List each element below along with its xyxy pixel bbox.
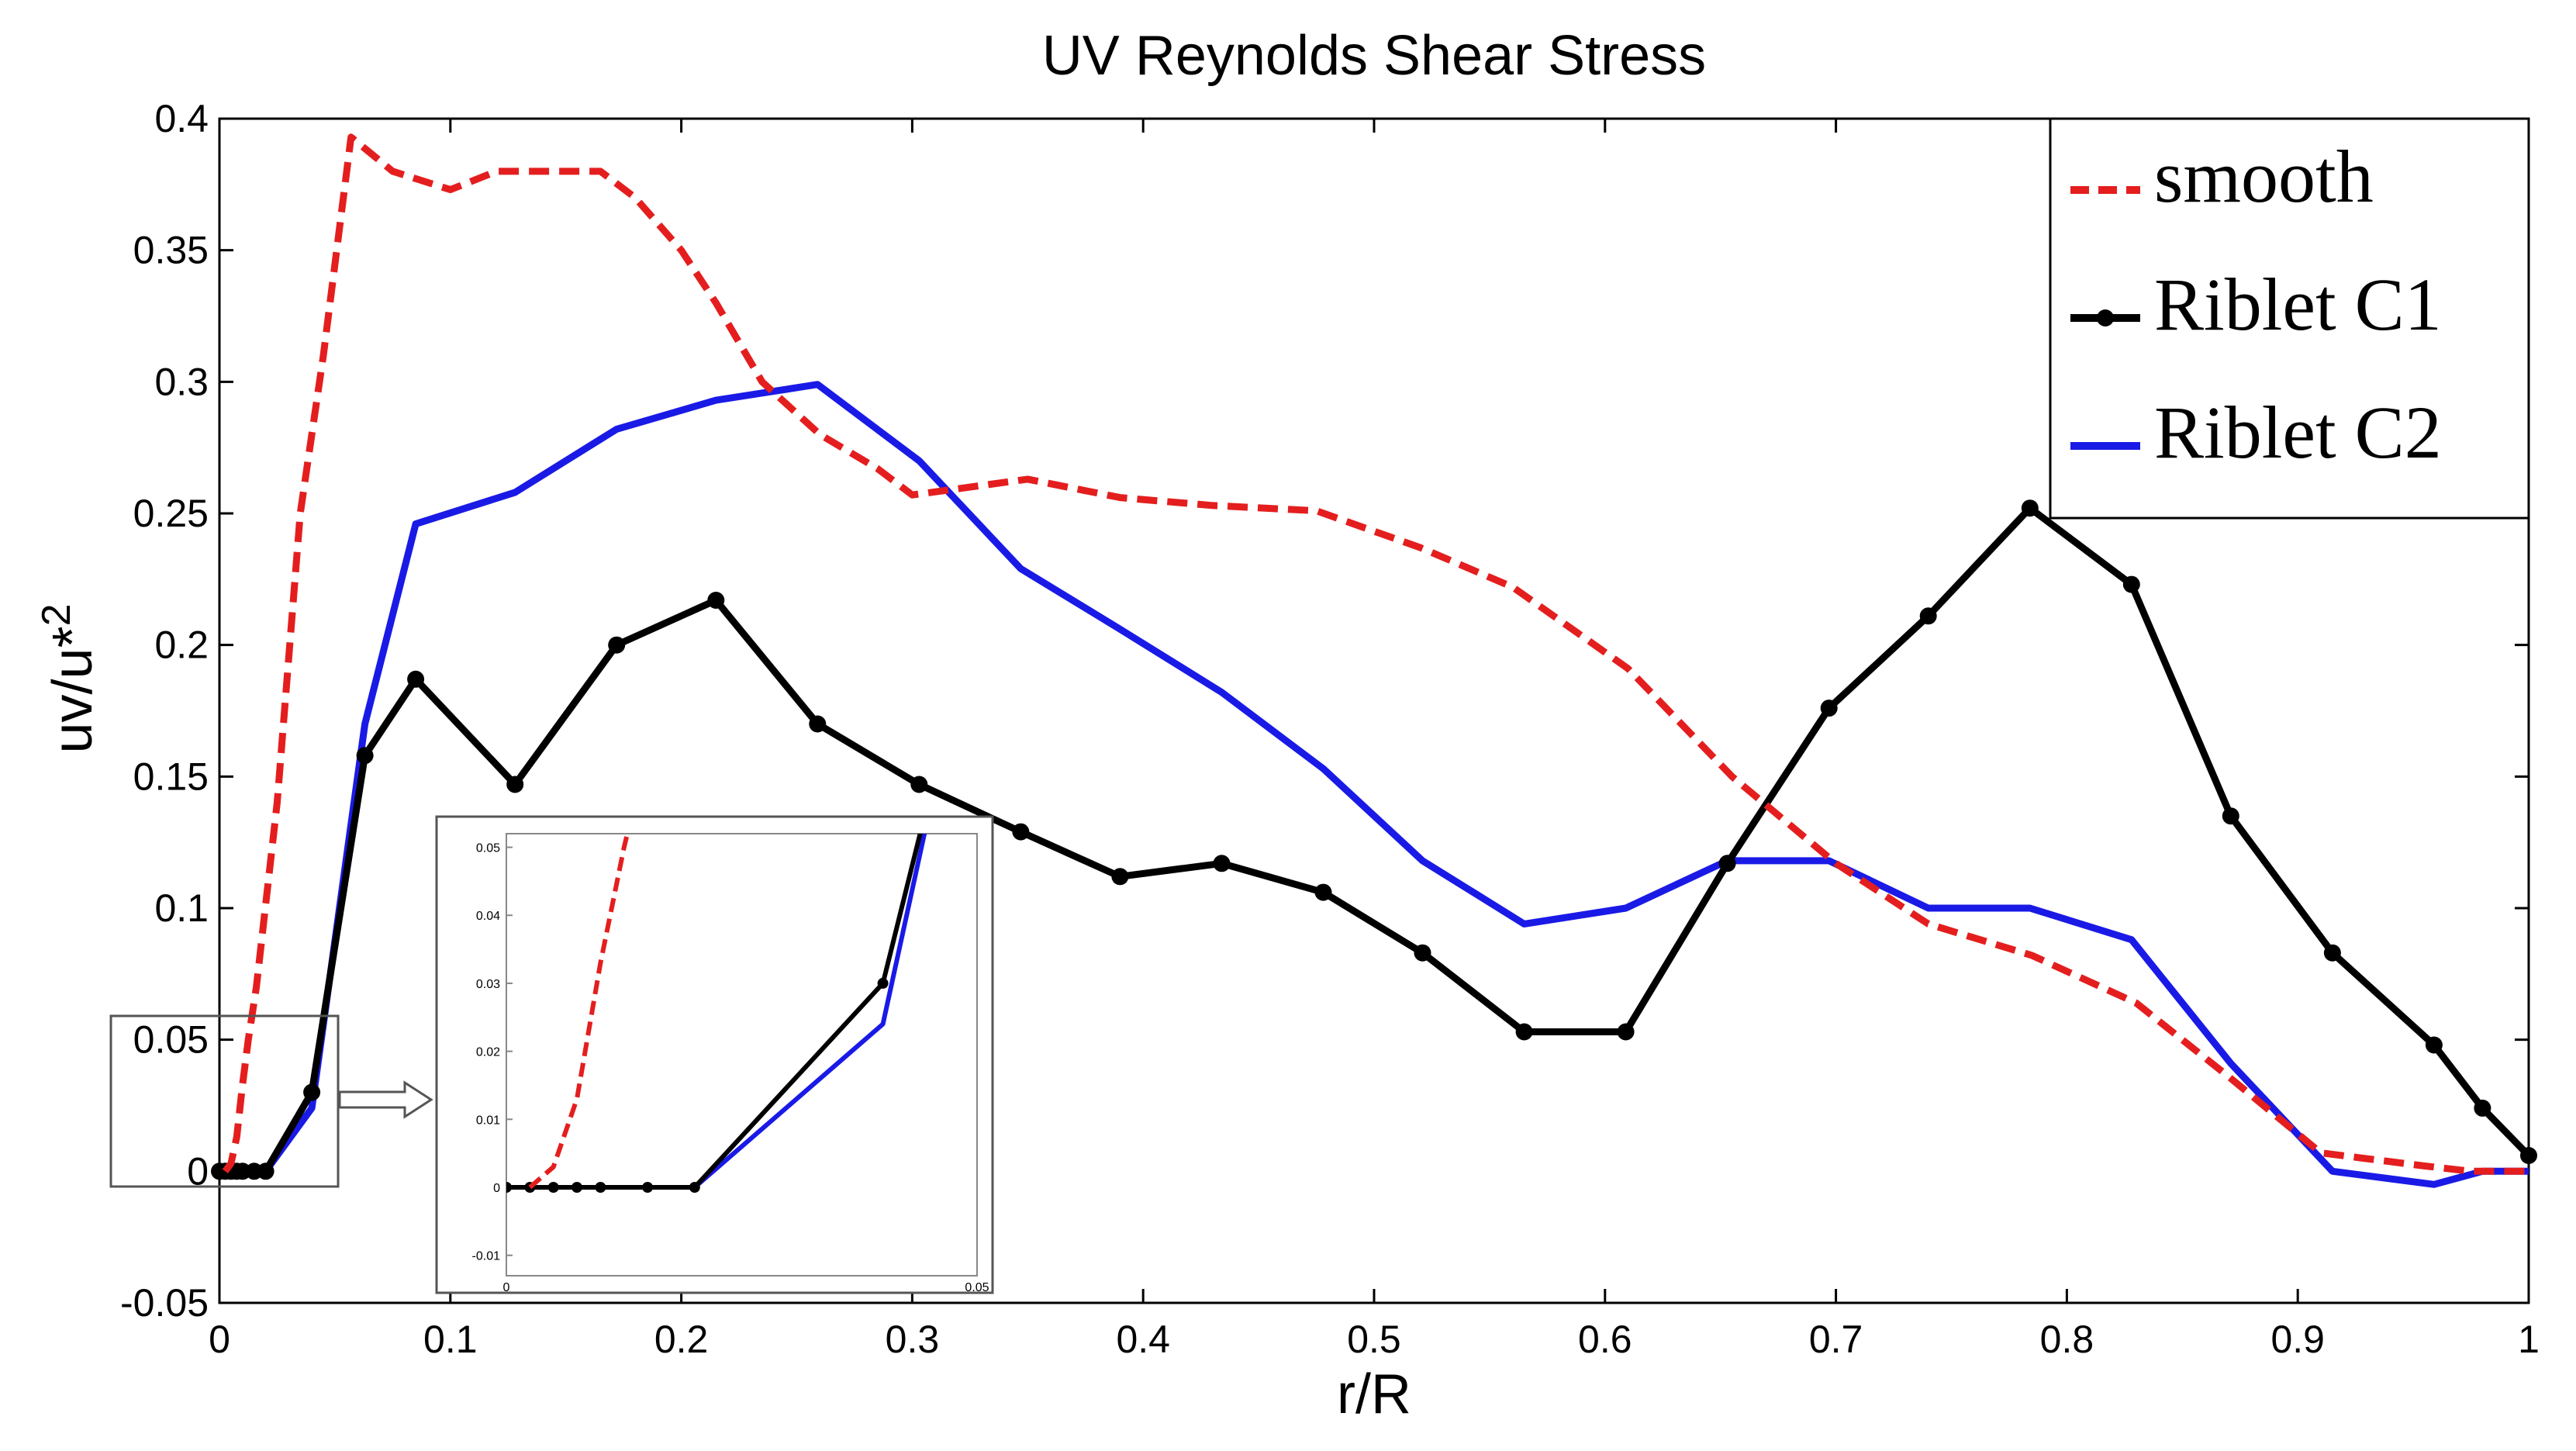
data-point-riblet-c1 [2021, 499, 2039, 517]
inset-y-tick-label: 0 [493, 1182, 500, 1195]
data-point-riblet-c1 [506, 1182, 512, 1193]
y-tick-label: 0.05 [133, 1018, 209, 1062]
legend-marker-riblet-c1 [2097, 309, 2114, 326]
data-point-riblet-c1 [608, 636, 626, 654]
inset-axes [506, 833, 978, 1277]
data-point-riblet-c1 [1414, 944, 1431, 962]
data-point-riblet-c1 [1314, 883, 1332, 901]
series-riblet-c1 [506, 108, 1717, 1193]
data-point-riblet-c1 [809, 715, 827, 733]
data-point-riblet-c1 [1111, 868, 1129, 886]
data-point-riblet-c1 [1919, 607, 1937, 625]
inset-ticks: -0.01 0 0.01 0.02 0.03 0.04 0.05 0 0.05 [472, 842, 989, 1294]
series-riblet-c2 [219, 381, 2529, 1188]
inset-series-layer [506, 108, 1717, 1193]
y-axis-label-base: uv/u* [42, 626, 104, 753]
zoom-source-box [109, 1014, 340, 1188]
x-axis-ticks: 0 0.1 0.2 0.3 0.4 0.5 0.6 0.7 0.8 0.9 1 [209, 119, 2540, 1361]
data-point-riblet-c1 [910, 776, 928, 793]
data-point-riblet-c1 [2520, 1147, 2537, 1164]
x-tick-label: 0.2 [654, 1318, 709, 1361]
data-point-riblet-c1 [1706, 182, 1717, 193]
series-smooth [222, 133, 2529, 1175]
data-point-riblet-c1 [2323, 944, 2341, 962]
x-tick-label: 0.7 [1809, 1318, 1863, 1361]
data-point-riblet-c1 [595, 1182, 606, 1193]
data-point-riblet-c1 [2122, 575, 2140, 593]
legend-label-riblet-c2: Riblet C2 [2154, 391, 2442, 474]
inset-y-tick-label: -0.01 [472, 1250, 501, 1263]
inset-zoom: -0.01 0 0.01 0.02 0.03 0.04 0.05 0 0.05 [109, 108, 1717, 1294]
x-tick-label: 0.3 [886, 1318, 940, 1361]
x-tick-label: 0.6 [1578, 1318, 1632, 1361]
data-point-riblet-c1 [1094, 108, 1105, 119]
x-tick-label: 1 [2518, 1318, 2540, 1361]
y-axis-label-sup: 2 [34, 603, 79, 626]
data-point-riblet-c1 [642, 1182, 654, 1193]
y-tick-label: 0.25 [133, 492, 209, 535]
data-point-riblet-c1 [2222, 807, 2239, 825]
inset-y-tick-label: 0.05 [476, 842, 500, 855]
series-layer [211, 133, 2537, 1188]
data-point-riblet-c1 [407, 670, 425, 688]
data-point-riblet-c1 [689, 1182, 700, 1193]
inset-y-tick-label: 0.01 [476, 1114, 500, 1127]
chart-title: UV Reynolds Shear Stress [1042, 25, 1706, 87]
data-point-riblet-c1 [257, 1163, 275, 1180]
x-axis-label: r/R [1337, 1363, 1411, 1425]
y-tick-label: 0.2 [154, 624, 209, 667]
y-axis-label: uv/u*2 [34, 603, 104, 753]
y-tick-label: 0.3 [154, 360, 209, 403]
series-riblet-c1 [211, 499, 2537, 1180]
y-tick-label: 0.4 [154, 97, 209, 140]
legend-label-riblet-c1: Riblet C1 [2154, 263, 2442, 346]
y-tick-label: 0.1 [154, 886, 209, 930]
x-tick-label: 0.9 [2270, 1318, 2325, 1361]
x-tick-label: 0.1 [423, 1318, 478, 1361]
data-point-riblet-c1 [1012, 823, 1030, 841]
data-point-riblet-c1 [707, 592, 725, 609]
inset-x-tick-label: 0.05 [965, 1281, 989, 1294]
y-tick-label: -0.05 [120, 1281, 209, 1325]
data-point-riblet-c1 [303, 1083, 321, 1101]
data-point-riblet-c1 [547, 1182, 559, 1193]
x-tick-label: 0.8 [2040, 1318, 2094, 1361]
series-line-riblet-c2 [219, 381, 2529, 1188]
data-point-riblet-c1 [877, 977, 889, 989]
data-point-riblet-c1 [1617, 1023, 1635, 1041]
legend: smooth Riblet C1 Riblet C2 [2049, 117, 2530, 520]
x-tick-label: 0.5 [1347, 1318, 1401, 1361]
legend-label-smooth: smooth [2154, 135, 2374, 218]
data-point-riblet-c1 [506, 776, 524, 793]
data-point-riblet-c1 [1820, 700, 1838, 717]
data-point-riblet-c1 [571, 1182, 582, 1193]
y-tick-label: 0.15 [133, 755, 209, 798]
series-line-riblet-c1 [506, 834, 923, 1190]
x-tick-label: 0 [209, 1318, 230, 1361]
series-line-smooth [222, 133, 2529, 1175]
data-point-riblet-c1 [1718, 855, 1736, 872]
y-tick-label: 0.35 [133, 229, 209, 272]
inset-y-tick-label: 0.03 [476, 978, 500, 991]
zoom-arrow [338, 1080, 433, 1119]
x-tick-label: 0.4 [1116, 1318, 1170, 1361]
data-point-riblet-c1 [2425, 1036, 2443, 1054]
data-point-riblet-c1 [1213, 855, 1231, 872]
y-axis-ticks: -0.05 0 0.05 0.1 0.15 0.2 0.25 0.3 0.35 0.4 [120, 97, 2529, 1325]
data-point-riblet-c1 [1515, 1023, 1533, 1041]
data-point-riblet-c1 [2474, 1099, 2491, 1117]
inset-y-tick-label: 0.04 [476, 910, 500, 923]
inset-x-tick-label: 0 [503, 1281, 510, 1294]
inset-panel [435, 815, 994, 1294]
data-point-riblet-c1 [356, 747, 374, 765]
inset-y-tick-label: 0.02 [476, 1046, 500, 1059]
